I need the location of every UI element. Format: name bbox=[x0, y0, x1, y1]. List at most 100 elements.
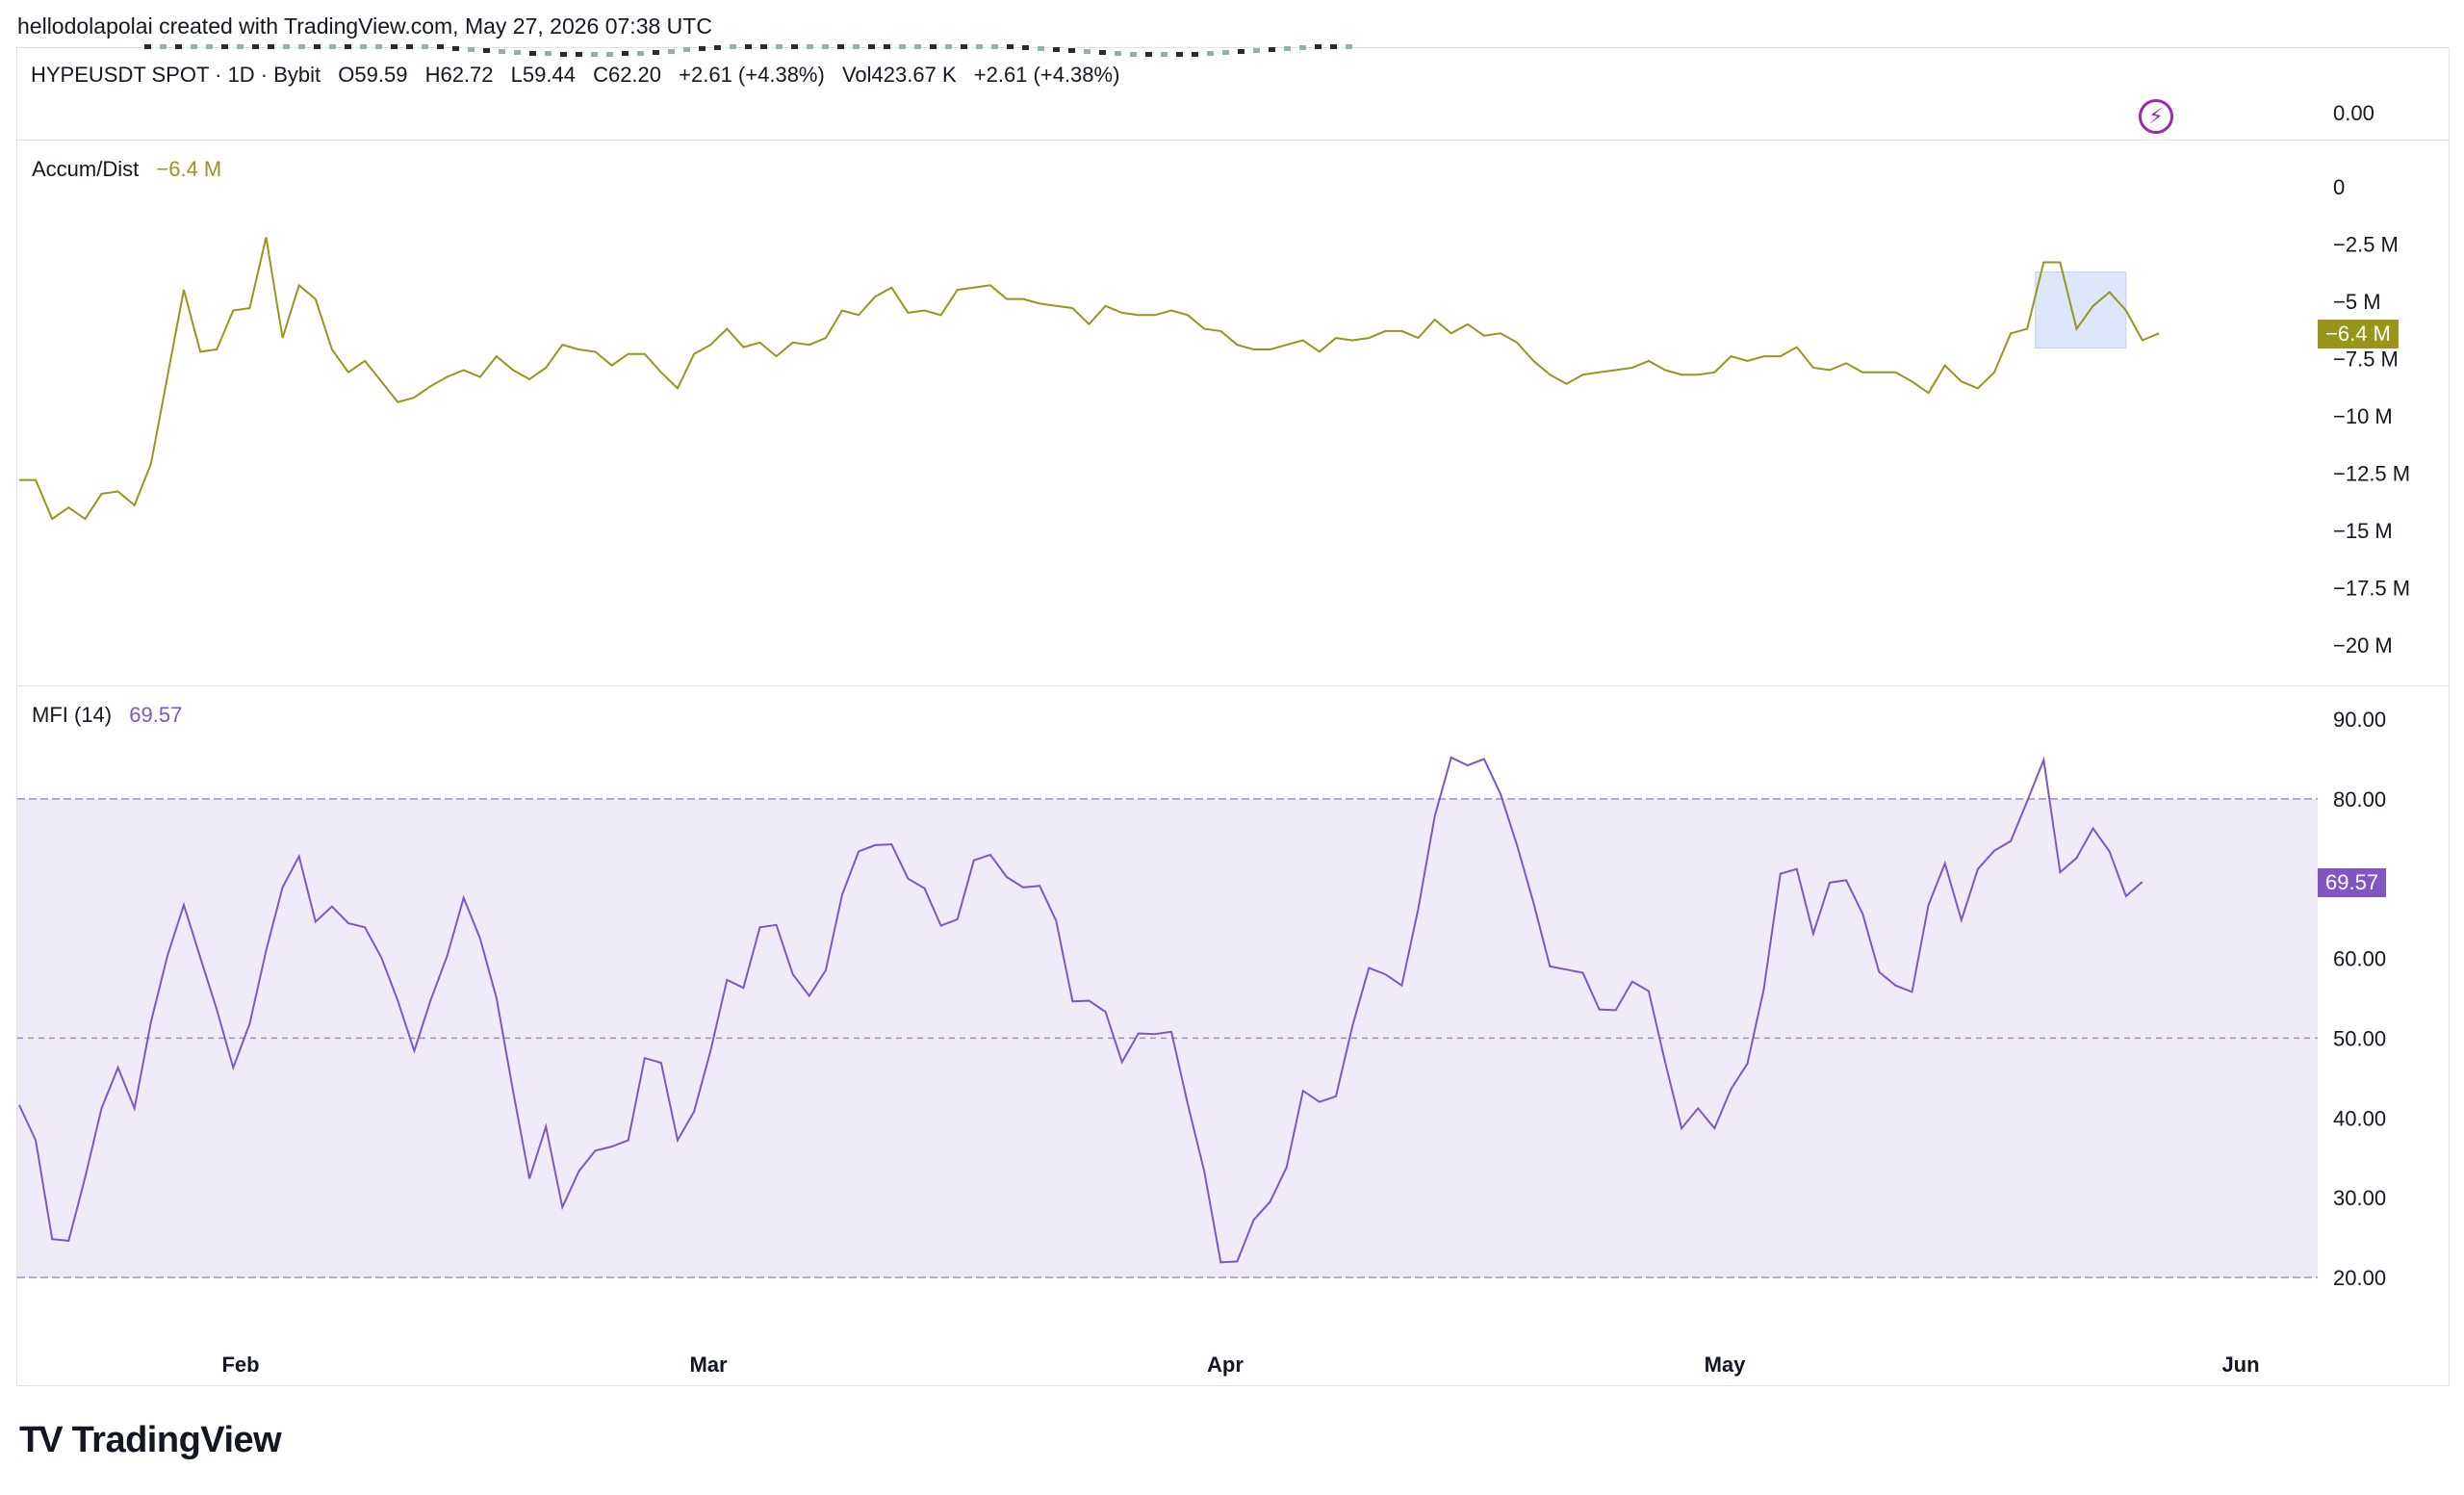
chart-frame bbox=[16, 47, 2450, 1386]
time-axis-label: Feb bbox=[221, 1353, 259, 1377]
mfi-axis-tick: 60.00 bbox=[2333, 947, 2386, 971]
candle-fragment bbox=[807, 44, 813, 49]
candle-fragment bbox=[1238, 49, 1245, 54]
price-change: +2.61 (+4.38%) bbox=[679, 63, 825, 87]
time-axis-label: May bbox=[1705, 1353, 1747, 1377]
ad-legend-value: −6.4 M bbox=[156, 157, 222, 181]
candle-fragment bbox=[1253, 48, 1260, 53]
candle-fragment bbox=[1145, 52, 1152, 57]
mfi-axis-tick: 90.00 bbox=[2333, 708, 2386, 732]
candle-fragment bbox=[776, 44, 783, 49]
candle-fragment bbox=[345, 44, 351, 49]
ad-axis-tick: −12.5 M bbox=[2333, 462, 2410, 486]
ad-axis-tick: −10 M bbox=[2333, 404, 2393, 428]
candle-fragment bbox=[1315, 44, 1322, 49]
candle-fragment bbox=[1161, 52, 1168, 57]
candle-fragment bbox=[1053, 47, 1060, 52]
ad-axis-tick: −15 M bbox=[2333, 519, 2393, 543]
candle-fragment bbox=[945, 44, 952, 49]
candle-fragment bbox=[1346, 44, 1352, 49]
chart-attribution: hellodolapolai created with TradingView.… bbox=[17, 13, 712, 39]
candle-fragment bbox=[191, 44, 197, 49]
candle-fragment bbox=[745, 44, 752, 49]
candle-fragment bbox=[884, 44, 890, 49]
ad-axis-tick: −2.5 M bbox=[2333, 233, 2399, 257]
volume-change: +2.61 (+4.38%) bbox=[973, 63, 1120, 87]
candle-fragment bbox=[329, 44, 336, 49]
ad-axis-tick: −5 M bbox=[2333, 290, 2381, 314]
ohlc-high: H62.72 bbox=[424, 63, 494, 87]
candle-fragment bbox=[252, 44, 259, 49]
mfi-band-background bbox=[17, 798, 2318, 1277]
candle-fragment bbox=[606, 52, 613, 57]
bolt-icon[interactable]: ⚡ bbox=[2139, 99, 2173, 134]
candle-fragment bbox=[1269, 47, 1275, 52]
price-axis-tick: 0.00 bbox=[2333, 101, 2374, 125]
candle-fragment bbox=[499, 49, 505, 54]
mfi-line bbox=[18, 756, 2143, 1264]
candle-fragment bbox=[391, 44, 398, 49]
candle-fragment bbox=[976, 44, 983, 49]
candle-fragment bbox=[545, 51, 552, 56]
candle-fragment bbox=[576, 52, 582, 57]
ad-axis-tick: −7.5 M bbox=[2333, 348, 2399, 372]
ad-axis-tick: 0 bbox=[2333, 175, 2345, 199]
candle-fragment bbox=[298, 44, 305, 49]
candle-fragment bbox=[1099, 50, 1106, 55]
candle-fragment bbox=[483, 48, 490, 53]
ohlc-open: O59.59 bbox=[338, 63, 408, 87]
mfi-axis-tick: 80.00 bbox=[2333, 787, 2386, 812]
pane-separator-price[interactable] bbox=[17, 140, 2449, 141]
time-axis-label: Jun bbox=[2221, 1353, 2259, 1377]
ad-legend-label: Accum/Dist bbox=[32, 157, 140, 181]
candle-fragment bbox=[1038, 46, 1044, 51]
symbol-name[interactable]: HYPEUSDT SPOT · 1D · Bybit bbox=[31, 63, 321, 87]
candle-fragment bbox=[1007, 44, 1014, 49]
ad-last-value-badge: −6.4 M bbox=[2318, 320, 2399, 348]
ad-axis-tick: −20 M bbox=[2333, 633, 2393, 657]
candle-fragment bbox=[653, 50, 659, 55]
candle-fragment bbox=[622, 51, 629, 56]
candle-fragment bbox=[730, 44, 736, 49]
candle-fragment bbox=[514, 50, 521, 55]
pane-separator-ad[interactable] bbox=[17, 685, 2449, 686]
candle-fragment bbox=[1176, 52, 1183, 57]
candle-fragment bbox=[468, 47, 475, 52]
mfi-legend-value: 69.57 bbox=[129, 703, 183, 727]
candle-fragment bbox=[1207, 51, 1214, 56]
candle-fragment bbox=[206, 44, 213, 49]
symbol-legend[interactable]: HYPEUSDT SPOT · 1D · Bybit O59.59 H62.72… bbox=[31, 63, 1131, 88]
candle-fragment bbox=[591, 52, 598, 57]
candle-fragment bbox=[991, 44, 998, 49]
ad-highlight-box bbox=[2035, 271, 2127, 348]
price-candles-sliver bbox=[144, 44, 1352, 57]
candle-fragment bbox=[961, 44, 967, 49]
candle-fragment bbox=[144, 44, 151, 49]
candle-fragment bbox=[175, 44, 182, 49]
ohlc-close: C62.20 bbox=[593, 63, 662, 87]
candle-fragment bbox=[237, 44, 244, 49]
candle-fragment bbox=[1115, 51, 1121, 56]
ad-legend[interactable]: Accum/Dist −6.4 M bbox=[32, 157, 233, 182]
ohlc-low: L59.44 bbox=[510, 63, 576, 87]
tradingview-logo-icon: TV bbox=[19, 1420, 64, 1460]
candle-fragment bbox=[422, 44, 428, 49]
time-axis-label: Apr bbox=[1207, 1353, 1244, 1377]
candle-fragment bbox=[868, 44, 875, 49]
candle-fragment bbox=[360, 44, 367, 49]
mfi-legend[interactable]: MFI (14) 69.57 bbox=[32, 703, 193, 728]
candle-fragment bbox=[668, 49, 675, 54]
candle-fragment bbox=[1299, 45, 1306, 50]
candle-fragment bbox=[1084, 49, 1091, 54]
mfi-last-value-badge: 69.57 bbox=[2318, 868, 2387, 897]
candle-fragment bbox=[529, 51, 536, 56]
mfi-axis-tick: 50.00 bbox=[2333, 1026, 2386, 1050]
candle-fragment bbox=[1068, 48, 1075, 53]
tradingview-logo[interactable]: TV TradingView bbox=[19, 1420, 282, 1461]
volume-value: Vol423.67 K bbox=[841, 63, 957, 87]
candle-fragment bbox=[853, 44, 860, 49]
candle-fragment bbox=[837, 44, 844, 49]
candle-fragment bbox=[683, 47, 690, 52]
candle-fragment bbox=[437, 44, 444, 49]
